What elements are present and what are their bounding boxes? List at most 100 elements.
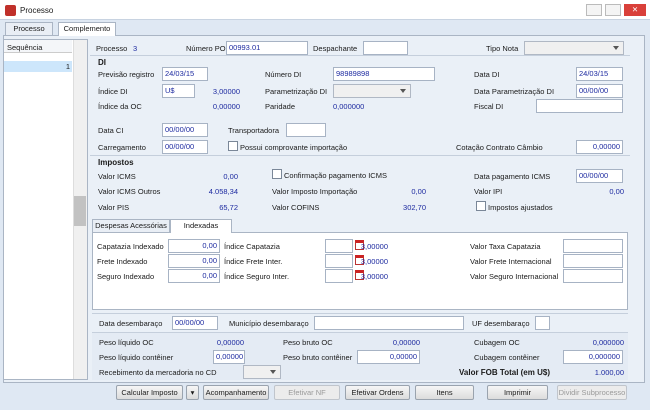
text-input[interactable] — [325, 239, 353, 253]
button[interactable]: Imprimir — [487, 385, 548, 400]
field-value: 3 — [133, 44, 138, 53]
field-label: Valor ICMS — [98, 172, 136, 181]
selected-row[interactable] — [4, 61, 72, 72]
close-button[interactable]: ✕ — [624, 4, 646, 16]
text-input[interactable]: 0,00000 — [357, 350, 420, 364]
text-input[interactable]: 0,000000 — [563, 350, 623, 364]
field-value: 0,00 — [609, 187, 624, 196]
field-label: Valor Taxa Capatazia — [470, 242, 541, 251]
field-label: Cubagem contêiner — [474, 353, 540, 362]
text-input[interactable] — [325, 269, 353, 283]
maximize-button[interactable] — [605, 4, 621, 16]
field-value: 1.000,00 — [594, 368, 624, 377]
field-label: Carregamento — [98, 143, 146, 152]
title-bar — [0, 0, 650, 20]
text-input[interactable] — [563, 254, 623, 268]
field-label: Município desembaraço — [229, 319, 309, 328]
field-label: Possui comprovante importação — [240, 143, 348, 152]
field-label: Número DI — [265, 70, 302, 79]
checkbox[interactable] — [228, 141, 238, 151]
field-label: Capatazia Indexado — [97, 242, 164, 251]
text-input[interactable] — [325, 254, 353, 268]
text-input[interactable]: 0,00000 — [213, 350, 245, 364]
text-input[interactable]: 0,00 — [168, 254, 220, 268]
button: Efetivar NF — [274, 385, 340, 400]
field-label: Frete Indexado — [97, 257, 148, 266]
text-input[interactable] — [536, 99, 623, 113]
text-input[interactable] — [363, 41, 408, 55]
section-title: Valor FOB Total (em U$) — [459, 368, 550, 377]
app-icon — [5, 5, 16, 16]
field-label: UF desembaraço — [472, 319, 530, 328]
field-label: Previsão registro — [98, 70, 155, 79]
calendar-icon[interactable] — [355, 270, 364, 280]
field-value: 3,00000 — [212, 87, 240, 96]
field-label: Índice DI — [98, 87, 128, 96]
field-value: 65,72 — [219, 203, 238, 212]
tab[interactable]: Despesas Acessórias — [92, 219, 170, 232]
text-input[interactable]: 98989898 — [333, 67, 435, 81]
field-label: Cubagem OC — [474, 338, 520, 347]
text-input[interactable] — [563, 239, 623, 253]
field-value: 3,00000 — [360, 272, 388, 281]
field-label: Valor Frete Internacional — [470, 257, 552, 266]
text-input[interactable]: 00/00/00 — [162, 123, 208, 137]
text-input[interactable]: 00993.01 — [226, 41, 308, 55]
calendar-icon[interactable] — [355, 255, 364, 265]
field-value: 3,00000 — [360, 242, 388, 251]
button[interactable]: Calcular Imposto — [116, 385, 183, 400]
field-label: Recebimento da mercadoria no CD — [99, 368, 217, 377]
minimize-button[interactable] — [586, 4, 602, 16]
checkbox[interactable] — [476, 201, 486, 211]
field-label: Valor ICMS Outros — [98, 187, 161, 196]
field-value: 0,00 — [411, 187, 426, 196]
field-label: Índice Capatazia — [224, 242, 280, 251]
field-label: Data CI — [98, 126, 124, 135]
field-label: Valor PIS — [98, 203, 130, 212]
field-label: Índice da OC — [98, 102, 142, 111]
text-input[interactable] — [535, 316, 550, 330]
text-input[interactable] — [563, 269, 623, 283]
field-label: Índice Frete Inter. — [224, 257, 283, 266]
calendar-icon[interactable] — [355, 240, 364, 250]
tab[interactable]: Complemento — [58, 22, 116, 36]
text-input[interactable]: 0,00000 — [576, 140, 623, 154]
section-title: DI — [98, 58, 106, 67]
field-value: 0,000000 — [333, 102, 365, 111]
text-input[interactable]: 0,00 — [168, 239, 220, 253]
field-value: 302,70 — [403, 203, 426, 212]
dropdown[interactable] — [333, 84, 411, 98]
field-label: Impostos ajustados — [488, 203, 553, 212]
text-input[interactable]: 00/00/00 — [172, 316, 218, 330]
checkbox[interactable] — [272, 169, 282, 179]
field-value: 0,00000 — [212, 102, 240, 111]
text-input[interactable] — [286, 123, 326, 137]
field-label: Valor Imposto Importação — [272, 187, 358, 196]
text-input[interactable] — [314, 316, 464, 330]
list-row[interactable]: 1 — [65, 62, 70, 71]
list-header — [4, 40, 72, 53]
field-label: Data desembaraço — [99, 319, 163, 328]
field-label: Transportadora — [228, 126, 279, 135]
text-input[interactable]: U$ — [162, 84, 195, 98]
text-input[interactable]: 24/03/15 — [576, 67, 623, 81]
field-value: 3,00000 — [360, 257, 388, 266]
text-input[interactable]: 24/03/15 — [162, 67, 208, 81]
dropdown[interactable] — [243, 365, 281, 379]
text-input[interactable]: 0,00 — [168, 269, 220, 283]
text-input[interactable]: 00/00/00 — [576, 84, 623, 98]
button[interactable]: Efetivar Ordens — [345, 385, 410, 400]
text-input[interactable]: 00/00/00 — [576, 169, 623, 183]
field-value: 0,00 — [223, 172, 238, 181]
scroll-thumb[interactable] — [74, 196, 86, 226]
tab[interactable]: Processo — [5, 22, 53, 35]
section-title: Impostos — [98, 158, 134, 167]
field-label: Peso líquido OC — [99, 338, 154, 347]
button[interactable]: Acompanhamento — [203, 385, 269, 400]
button[interactable]: Itens — [415, 385, 474, 400]
dropdown[interactable] — [524, 41, 624, 55]
button: Dividir Subprocesso — [557, 385, 627, 400]
tab[interactable]: Indexadas — [170, 219, 232, 233]
text-input[interactable]: 00/00/00 — [162, 140, 208, 154]
dropdown-button[interactable]: ▾ — [186, 385, 199, 400]
